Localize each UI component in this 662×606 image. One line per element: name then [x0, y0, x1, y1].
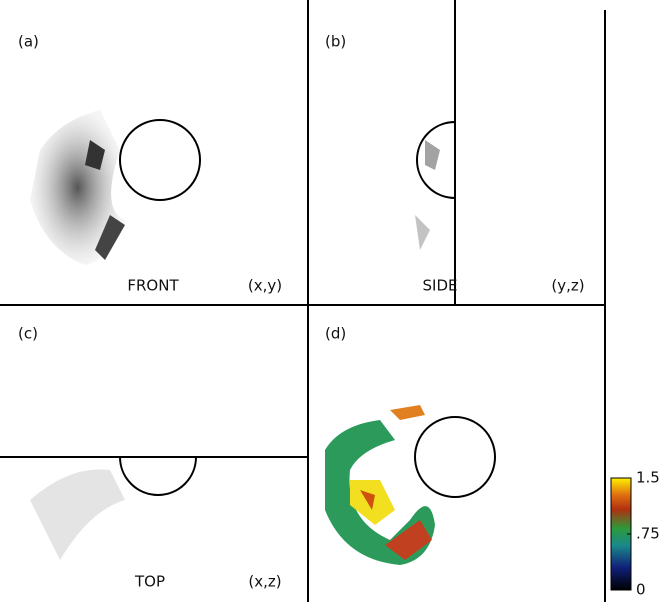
- panel-label: (d): [325, 325, 346, 343]
- axes-label: (x,y): [248, 277, 282, 295]
- ratio-image: [325, 405, 495, 565]
- axes-label: (x,z): [248, 573, 281, 591]
- panel-label: (a): [18, 33, 39, 51]
- view-label: TOP: [134, 573, 165, 591]
- colorbar-tick-label: .75: [636, 525, 660, 543]
- top-image: [30, 457, 196, 560]
- view-label: FRONT: [127, 277, 179, 295]
- colorbar-tick-label: 1.5: [636, 469, 660, 487]
- side-image: [415, 122, 455, 250]
- panel-label: (c): [18, 325, 38, 343]
- panel-label: (b): [325, 33, 346, 51]
- figure: (a) FRONT (x,y) (b) SIDE (y,z) (c) TOP (…: [0, 0, 662, 602]
- front-image: [30, 110, 200, 265]
- colorbar-tick-label: 0: [636, 581, 646, 599]
- view-label: SIDE: [423, 277, 458, 295]
- axes-label: (y,z): [551, 277, 584, 295]
